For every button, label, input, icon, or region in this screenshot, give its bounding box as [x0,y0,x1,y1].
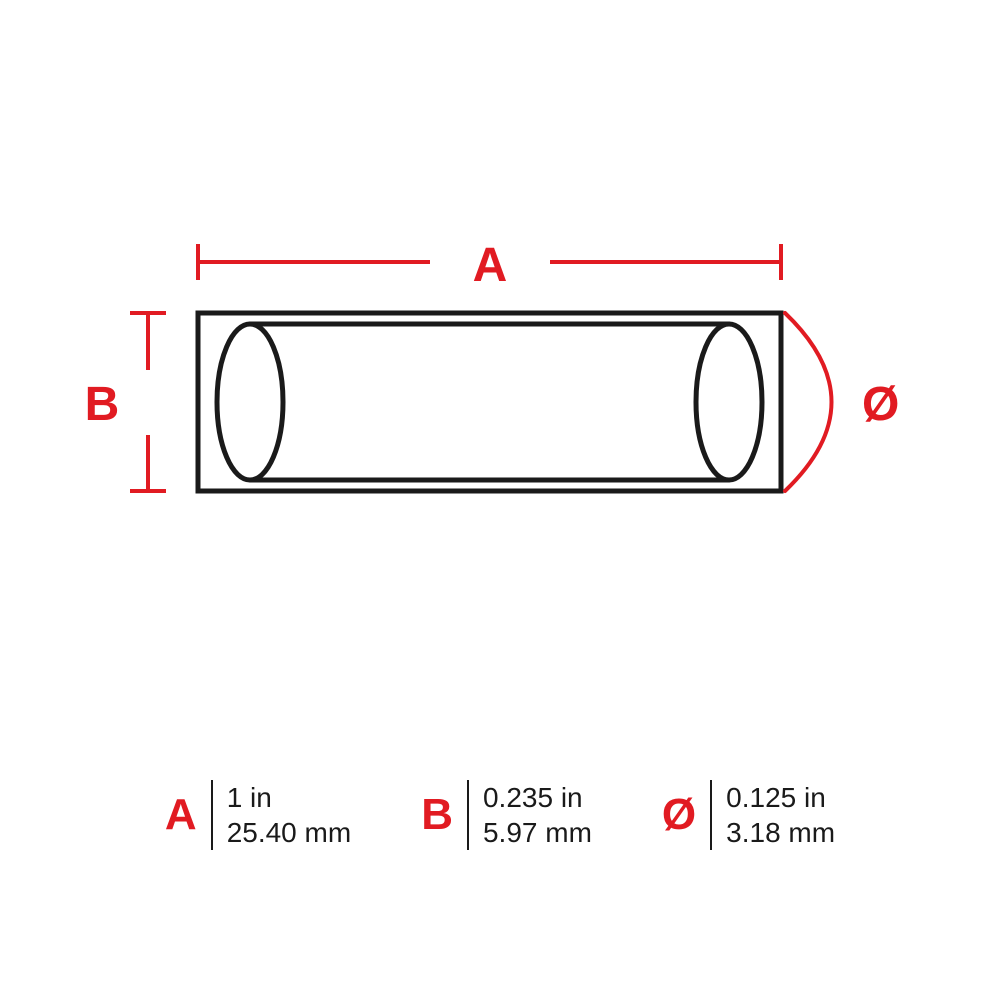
legend-letter-b: B [421,790,467,840]
svg-text:B: B [85,378,120,431]
legend-value-imperial: 0.125 in [726,780,835,815]
svg-text:Ø: Ø [862,378,899,431]
legend-item-b: B 0.235 in 5.97 mm [421,780,592,850]
legend-value-metric: 25.40 mm [227,815,352,850]
diagram-container: A B Ø A 1 in 25.40 mm B 0.235 in 5.97 mm Ø… [0,0,1000,1000]
legend-item-a: A 1 in 25.40 mm [165,780,351,850]
legend-value-metric: 5.97 mm [483,815,592,850]
legend-letter-dia: Ø [662,790,710,840]
legend-values-b: 0.235 in 5.97 mm [469,780,592,850]
legend-value-imperial: 1 in [227,780,352,815]
legend-values-a: 1 in 25.40 mm [213,780,352,850]
legend-value-metric: 3.18 mm [726,815,835,850]
legend: A 1 in 25.40 mm B 0.235 in 5.97 mm Ø 0.1… [0,780,1000,850]
dimension-diagram: A B Ø [0,0,1000,1000]
legend-letter-a: A [165,790,211,840]
svg-text:A: A [473,239,508,292]
legend-values-dia: 0.125 in 3.18 mm [712,780,835,850]
legend-value-imperial: 0.235 in [483,780,592,815]
legend-item-dia: Ø 0.125 in 3.18 mm [662,780,835,850]
